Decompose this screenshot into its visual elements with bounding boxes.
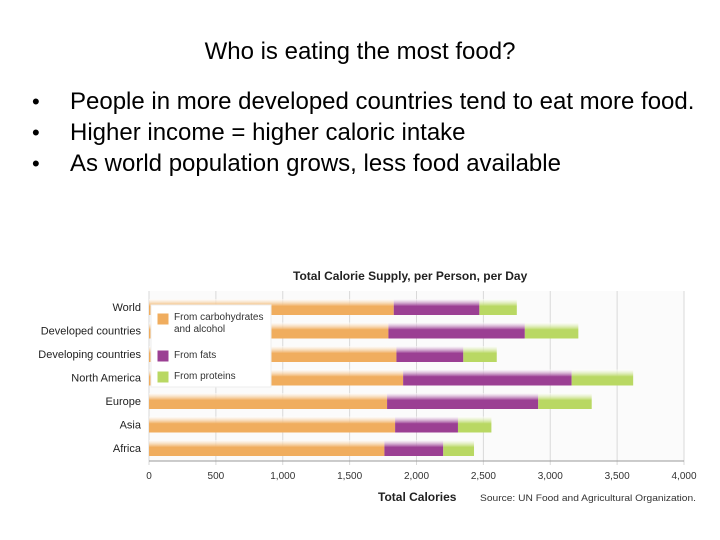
y-category-label: Africa bbox=[113, 443, 142, 455]
bullet-text: People in more developed countries tend … bbox=[70, 88, 695, 115]
bar-segment bbox=[396, 346, 464, 362]
y-category-label: Asia bbox=[120, 420, 142, 432]
y-category-label: Developing countries bbox=[38, 349, 141, 361]
y-category-label: World bbox=[112, 302, 141, 314]
bullet-dot: • bbox=[32, 89, 40, 114]
y-category-label: Developed countries bbox=[41, 326, 142, 338]
x-tick-label: 3,500 bbox=[605, 471, 630, 482]
x-tick-label: 3,000 bbox=[538, 471, 563, 482]
slide-title: Who is eating the most food? bbox=[204, 38, 516, 65]
x-tick-label: 4,000 bbox=[671, 471, 696, 482]
source-note: Source: UN Food and Agricultural Organiz… bbox=[480, 493, 696, 504]
x-tick-label: 1,500 bbox=[337, 471, 362, 482]
bar-segment bbox=[149, 416, 396, 433]
x-tick-label: 500 bbox=[208, 471, 225, 482]
bar-segment bbox=[393, 299, 480, 315]
bar-segment bbox=[388, 322, 525, 339]
legend-swatch bbox=[156, 370, 170, 384]
legend-box bbox=[150, 304, 272, 388]
legend-label: From proteins bbox=[174, 371, 236, 382]
x-tick-label: 1,000 bbox=[270, 471, 295, 482]
bar-segment bbox=[479, 299, 517, 315]
bar-segment bbox=[463, 346, 497, 362]
y-category-label: Europe bbox=[106, 396, 141, 408]
legend-label: From carbohydrates bbox=[174, 312, 263, 323]
bullet-dot: • bbox=[32, 120, 40, 145]
bullet-text: As world population grows, less food ava… bbox=[70, 150, 561, 177]
bar-segment bbox=[538, 393, 592, 409]
bar-segment bbox=[524, 322, 579, 339]
bullet-item: • Higher income = higher caloric intake bbox=[30, 117, 710, 148]
x-tick-label: 2,500 bbox=[471, 471, 496, 482]
bullet-text: Higher income = higher caloric intake bbox=[70, 119, 466, 146]
bar-segment bbox=[571, 369, 634, 386]
x-tick-label: 0 bbox=[146, 471, 152, 482]
legend-label: From fats bbox=[174, 350, 216, 361]
y-category-label: North America bbox=[71, 373, 142, 385]
bar-segment bbox=[149, 440, 385, 456]
chart-title: Total Calorie Supply, per Person, per Da… bbox=[293, 269, 528, 283]
x-tick-label: 2,000 bbox=[404, 471, 429, 482]
bar-segment bbox=[457, 416, 492, 433]
legend-swatch bbox=[156, 349, 170, 363]
bar-segment bbox=[443, 440, 475, 456]
bar-segment bbox=[384, 440, 444, 456]
bar-segment bbox=[403, 369, 572, 386]
bullet-dot: • bbox=[32, 151, 40, 176]
bar-segment bbox=[387, 393, 539, 409]
bullet-item: • People in more developed countries ten… bbox=[30, 86, 710, 117]
bullet-list: • People in more developed countries ten… bbox=[30, 86, 710, 179]
bar-segment bbox=[149, 393, 388, 409]
legend-swatch bbox=[156, 312, 170, 326]
legend-label: and alcohol bbox=[174, 324, 225, 335]
x-axis-title: Total Calories bbox=[378, 490, 457, 504]
bullet-item: • As world population grows, less food a… bbox=[30, 148, 710, 179]
bar-segment bbox=[395, 416, 458, 433]
